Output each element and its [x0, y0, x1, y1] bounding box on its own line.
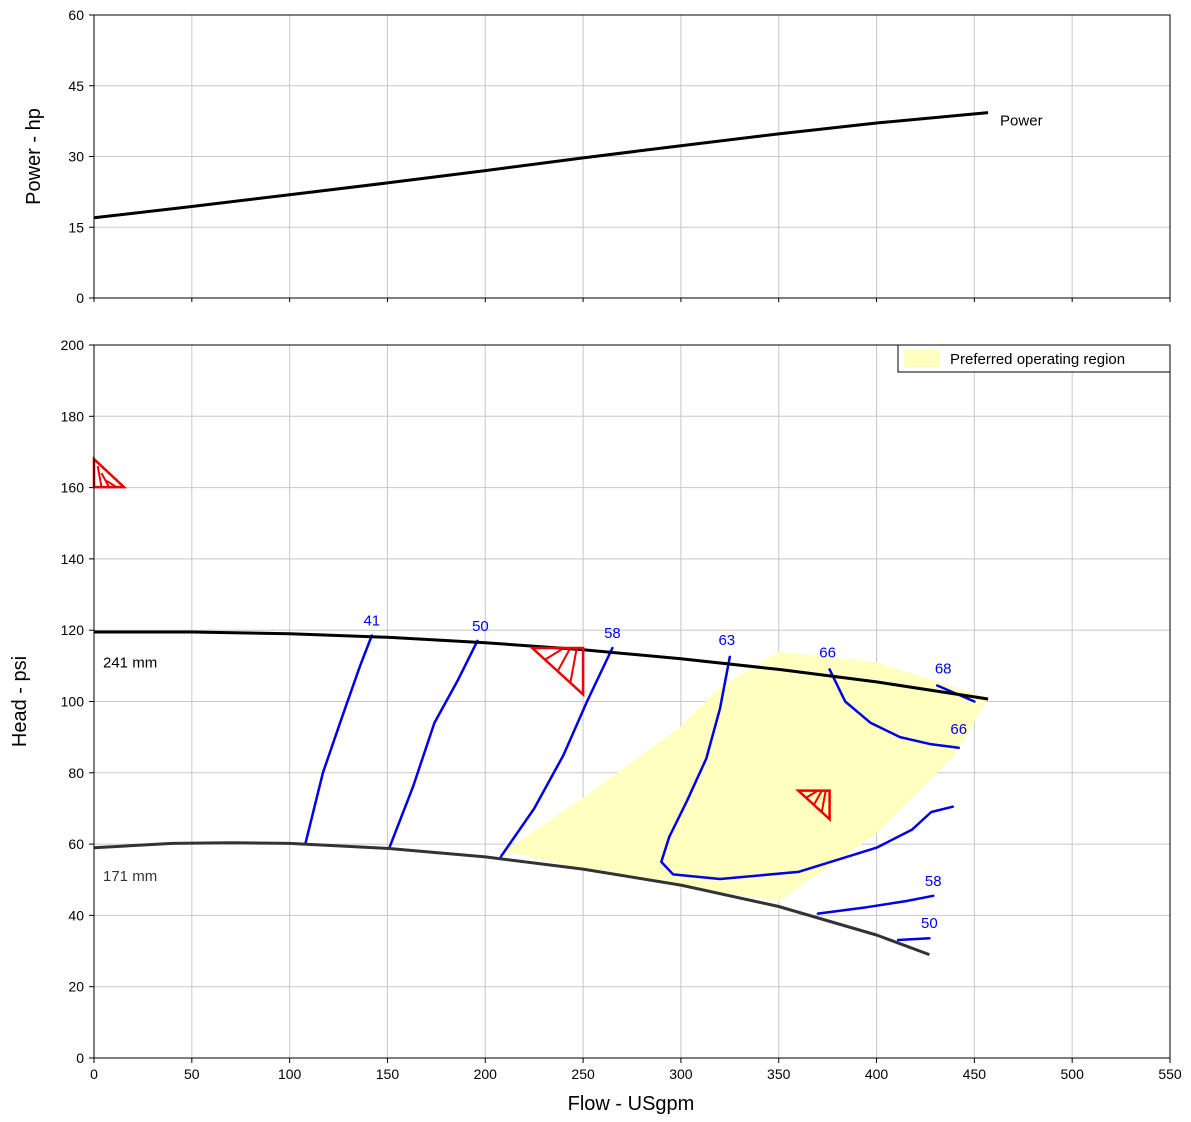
flow-xtick-label: 200 [474, 1066, 498, 1082]
impeller-241-label: 241 mm [103, 654, 157, 671]
power-ytick-label: 45 [68, 78, 84, 94]
head-ytick-label: 120 [61, 622, 85, 638]
efficiency-label-68: 68 [935, 660, 952, 677]
flow-xtick-label: 450 [963, 1066, 987, 1082]
rated-point-marker-hatch [813, 790, 823, 806]
efficiency-curve-58 [816, 894, 935, 915]
efficiency-curve-58 [499, 646, 614, 858]
head-ytick-label: 80 [68, 765, 84, 781]
flow-axis-title: Flow - USgpm [568, 1093, 695, 1115]
efficiency-curve-50 [388, 639, 479, 849]
head-ytick-label: 100 [61, 694, 85, 710]
efficiency-label-58: 58 [925, 873, 942, 890]
power-axis-title: Power - hp [23, 108, 45, 205]
legend: Preferred operating region [897, 344, 1171, 373]
efficiency-label-41: 41 [363, 613, 380, 630]
shutoff-marker-hatch [104, 479, 118, 488]
flow-xtick-label: 250 [571, 1066, 595, 1082]
power-panel: 0 15 30 45 60 Power - hp Power [23, 7, 1171, 306]
efficiency-label-50: 50 [921, 915, 938, 932]
efficiency-label-66: 66 [950, 721, 967, 738]
power-panel-frame [93, 14, 1171, 299]
legend-box [897, 344, 1171, 373]
rated-point-marker [795, 789, 831, 822]
flow-xtick-label: 100 [278, 1066, 302, 1082]
efficiency-label-66: 66 [819, 644, 836, 661]
efficiency-label-63: 63 [718, 632, 735, 649]
efficiency-curve-63 [660, 655, 955, 881]
legend-swatch-preferred-region [904, 350, 940, 367]
bep-marker-241-hatch [569, 647, 578, 683]
flow-xtick-label: 150 [376, 1066, 400, 1082]
flow-xtick-label: 400 [865, 1066, 889, 1082]
preferred-operating-region [504, 651, 989, 902]
power-ytick-label: 15 [68, 219, 84, 235]
head-ytick-label: 140 [61, 551, 85, 567]
shutoff-marker-hatch [96, 465, 103, 488]
head-ytick-label: 0 [76, 1050, 84, 1066]
impeller-curve-241-mm [94, 630, 989, 701]
efficiency-label-50: 50 [472, 618, 489, 635]
flow-xtick-label: 550 [1158, 1066, 1182, 1082]
legend-label: Preferred operating region [950, 351, 1125, 368]
rated-point-marker-hatch [820, 790, 827, 813]
power-ytick-label: 0 [76, 290, 84, 306]
head-panel-frame [93, 344, 1171, 1059]
efficiency-curve-66 [828, 668, 960, 750]
head-ytick-label: 200 [61, 337, 85, 353]
head-ytick-label: 20 [68, 979, 84, 995]
efficiency-label-58: 58 [604, 625, 621, 642]
power-ytick-label: 60 [68, 7, 84, 23]
head-axis-title: Head - psi [9, 656, 31, 747]
rated-point-marker-hatch [805, 789, 819, 799]
flow-xtick-label: 0 [90, 1066, 98, 1082]
power-curve [93, 111, 989, 220]
flow-xtick-label: 50 [184, 1066, 200, 1082]
power-curve-label: Power [1000, 113, 1043, 130]
flow-xtick-label: 300 [669, 1066, 693, 1082]
flow-xtick-label: 500 [1061, 1066, 1085, 1082]
head-ytick-label: 60 [68, 836, 84, 852]
head-ytick-label: 180 [61, 408, 85, 424]
flow-xtick-label: 350 [767, 1066, 791, 1082]
head-ytick-label: 40 [68, 907, 84, 923]
power-ytick-label: 30 [68, 149, 84, 165]
impeller-171-label: 171 mm [103, 868, 157, 885]
bep-marker-241-hatch [544, 647, 565, 661]
efficiency-curve-50 [896, 936, 931, 942]
impeller-curve-171-mm [93, 841, 930, 957]
efficiency-curve-41 [304, 634, 374, 846]
bep-marker-241-hatch [556, 647, 572, 672]
head-ytick-label: 160 [61, 480, 85, 496]
head-panel: 0 20 40 60 80 100 120 140 160 180 200 0 50 100 150 200… [9, 337, 1182, 1115]
